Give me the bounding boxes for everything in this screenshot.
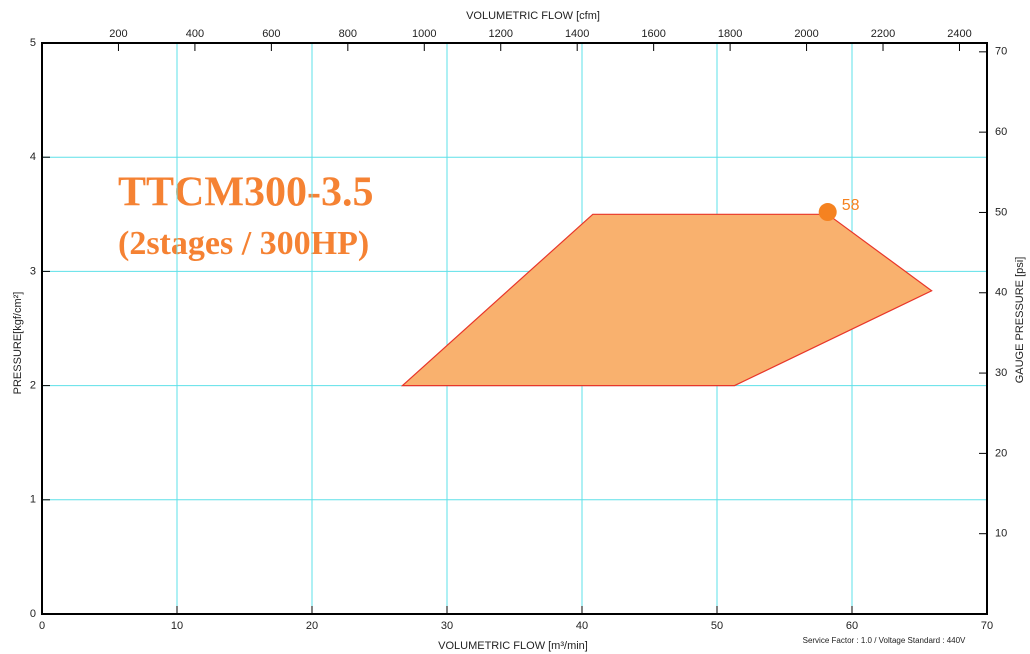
y-tick-label: 1 (30, 494, 36, 506)
x2-tick-label: 2000 (794, 28, 818, 40)
y2-tick-label: 50 (995, 206, 1007, 218)
x-tick-label: 70 (981, 620, 993, 632)
x2-axis-title: VOLUMETRIC FLOW [cfm] (466, 10, 600, 22)
x2-tick-label: 200 (109, 28, 127, 40)
x2-tick-label: 800 (339, 28, 357, 40)
y-tick-label: 2 (30, 380, 36, 392)
x2-tick-label: 1400 (565, 28, 589, 40)
x2-tick-label: 2200 (871, 28, 895, 40)
x-tick-label: 10 (171, 620, 183, 632)
x2-tick-label: 600 (262, 28, 280, 40)
y2-tick-label: 30 (995, 367, 1007, 379)
y2-tick-label: 40 (995, 287, 1007, 299)
x2-tick-label: 400 (186, 28, 204, 40)
x-tick-label: 40 (576, 620, 588, 632)
y-axis-title: PRESSURE[kgf/cm²] (12, 292, 24, 395)
x2-tick-label: 1200 (488, 28, 512, 40)
x-tick-label: 50 (711, 620, 723, 632)
chart-title: TTCM300-3.5 (118, 170, 374, 216)
footnote: Service Factor : 1.0 / Voltage Standard … (803, 636, 966, 645)
x-tick-label: 60 (846, 620, 858, 632)
y2-axis-title: GAUGE PRESSURE [psi] (1014, 257, 1026, 384)
y2-tick-label: 20 (995, 447, 1007, 459)
y-tick-label: 4 (30, 151, 36, 163)
y2-tick-label: 10 (995, 528, 1007, 540)
point-label: 58 (842, 197, 860, 214)
operating-envelope (400, 213, 933, 387)
operating-point (818, 203, 837, 222)
x-tick-label: 20 (306, 620, 318, 632)
y2-tick-label: 70 (995, 46, 1007, 58)
plot-frame (41, 42, 988, 615)
y2-tick-label: 60 (995, 126, 1007, 138)
y-tick-label: 3 (30, 265, 36, 277)
y-tick-label: 0 (30, 608, 36, 620)
x2-tick-label: 1000 (412, 28, 436, 40)
x2-tick-label: 1800 (718, 28, 742, 40)
x-tick-label: 30 (441, 620, 453, 632)
x2-tick-label: 1600 (641, 28, 665, 40)
y-tick-label: 5 (30, 37, 36, 49)
x-axis-title: VOLUMETRIC FLOW [m³/min] (438, 640, 588, 652)
chart-subtitle: (2stages / 300HP) (118, 225, 369, 262)
x2-tick-label: 2400 (947, 28, 971, 40)
x-tick-label: 0 (39, 620, 45, 632)
